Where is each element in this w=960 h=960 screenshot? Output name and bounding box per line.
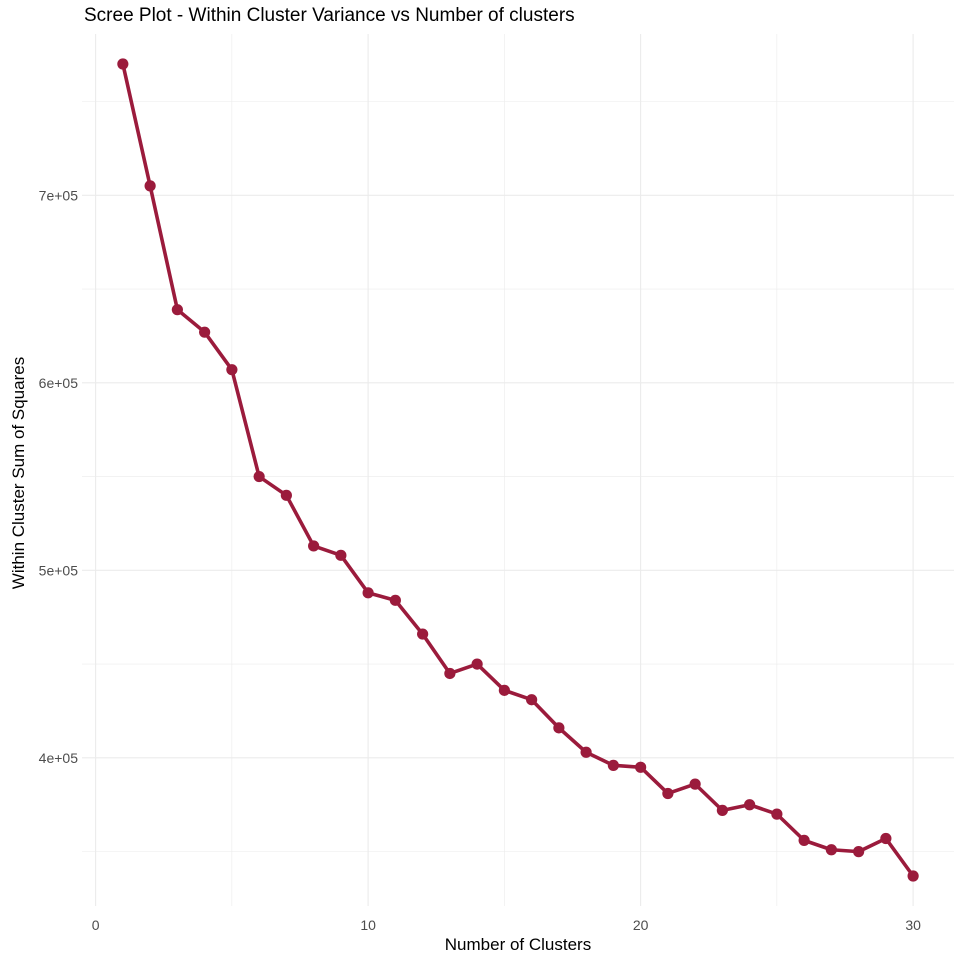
x-axis-label: Number of Clusters	[444, 935, 592, 954]
x-tick-label: 20	[633, 917, 649, 933]
data-point	[226, 364, 238, 376]
data-point	[580, 746, 592, 758]
data-point	[362, 587, 374, 599]
x-tick-label: 10	[360, 917, 376, 933]
data-point	[280, 489, 292, 501]
data-point	[444, 667, 456, 680]
data-points	[117, 58, 919, 882]
y-tick-label: 7e+05	[39, 187, 79, 203]
data-point	[662, 787, 674, 800]
data-point	[417, 628, 429, 640]
x-tick-label: 0	[92, 917, 100, 933]
data-point	[607, 759, 619, 771]
data-point	[498, 684, 510, 696]
data-point	[907, 870, 919, 882]
y-tick-label: 6e+05	[39, 375, 79, 391]
data-point	[798, 834, 810, 846]
major-gridlines	[82, 34, 954, 906]
tick-labels: 0 10 20 30 4e+05 5e+05 6e+05 7e+05	[39, 187, 921, 933]
data-point	[553, 722, 565, 734]
minor-gridlines	[82, 34, 954, 906]
data-point	[825, 844, 837, 856]
data-point	[744, 799, 756, 811]
data-point	[253, 470, 265, 483]
data-point	[771, 808, 783, 820]
y-tick-label: 5e+05	[39, 562, 79, 578]
data-point	[171, 304, 183, 316]
data-point	[716, 804, 728, 816]
series-line	[121, 62, 915, 878]
data-point	[117, 58, 129, 70]
x-tick-label: 30	[905, 917, 921, 933]
data-point	[689, 778, 701, 790]
data-point	[880, 832, 892, 845]
data-point	[308, 540, 320, 552]
data-point	[853, 846, 865, 858]
data-point	[199, 326, 211, 338]
y-tick-label: 4e+05	[39, 750, 79, 766]
chart-title: Scree Plot - Within Cluster Variance vs …	[84, 5, 575, 26]
data-point	[335, 549, 347, 561]
series-line-group	[121, 62, 915, 878]
data-point	[389, 594, 401, 606]
data-point	[144, 180, 156, 192]
data-point	[635, 761, 647, 773]
data-point	[526, 694, 538, 706]
data-point	[471, 658, 483, 670]
